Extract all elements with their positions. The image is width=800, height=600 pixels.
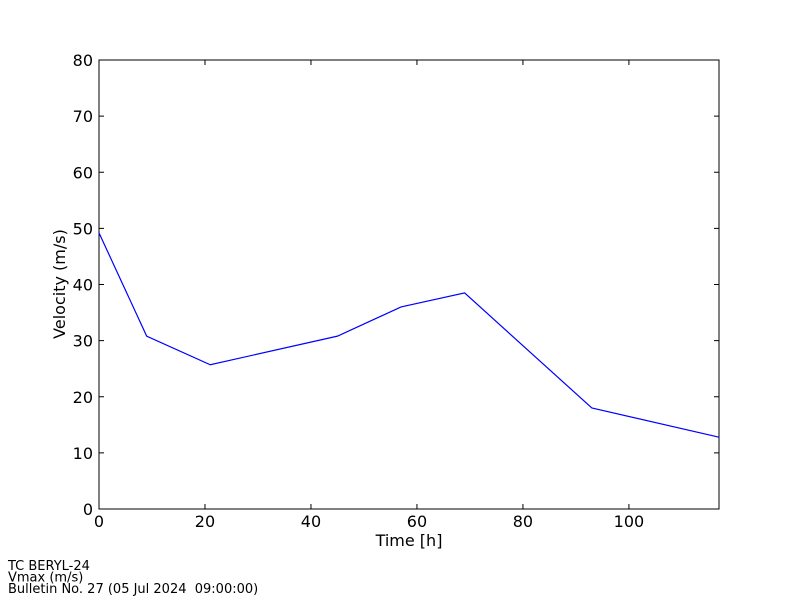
x-tick-label: 60: [407, 512, 427, 531]
x-tick-label: 20: [195, 512, 215, 531]
x-tick-label: 100: [614, 512, 645, 531]
y-tick-label: 0: [83, 500, 93, 519]
data-line: [98, 232, 720, 438]
x-tick-label: 40: [301, 512, 321, 531]
y-tick-label: 30: [73, 332, 93, 351]
y-tick-label: 20: [73, 388, 93, 407]
footer-note: Vmax (m/s): [8, 571, 83, 586]
y-tick-label: 60: [73, 163, 93, 182]
y-tick-label: 50: [73, 219, 93, 238]
y-tick-label: 40: [73, 276, 93, 295]
y-axis-label: Velocity (m/s): [50, 229, 69, 339]
y-tick-label: 10: [73, 444, 93, 463]
y-tick-label: 80: [73, 51, 93, 70]
plot-frame: [98, 59, 720, 510]
x-tick-label: 80: [513, 512, 533, 531]
y-tick-label: 70: [73, 107, 93, 126]
footer-note: Bulletin No. 27 (05 Jul 2024 09:00:00): [8, 582, 258, 597]
footer-note: TC BERYL-24: [7, 559, 90, 574]
x-axis-label: Time [h]: [375, 531, 443, 550]
x-tick-label: 0: [94, 512, 104, 531]
